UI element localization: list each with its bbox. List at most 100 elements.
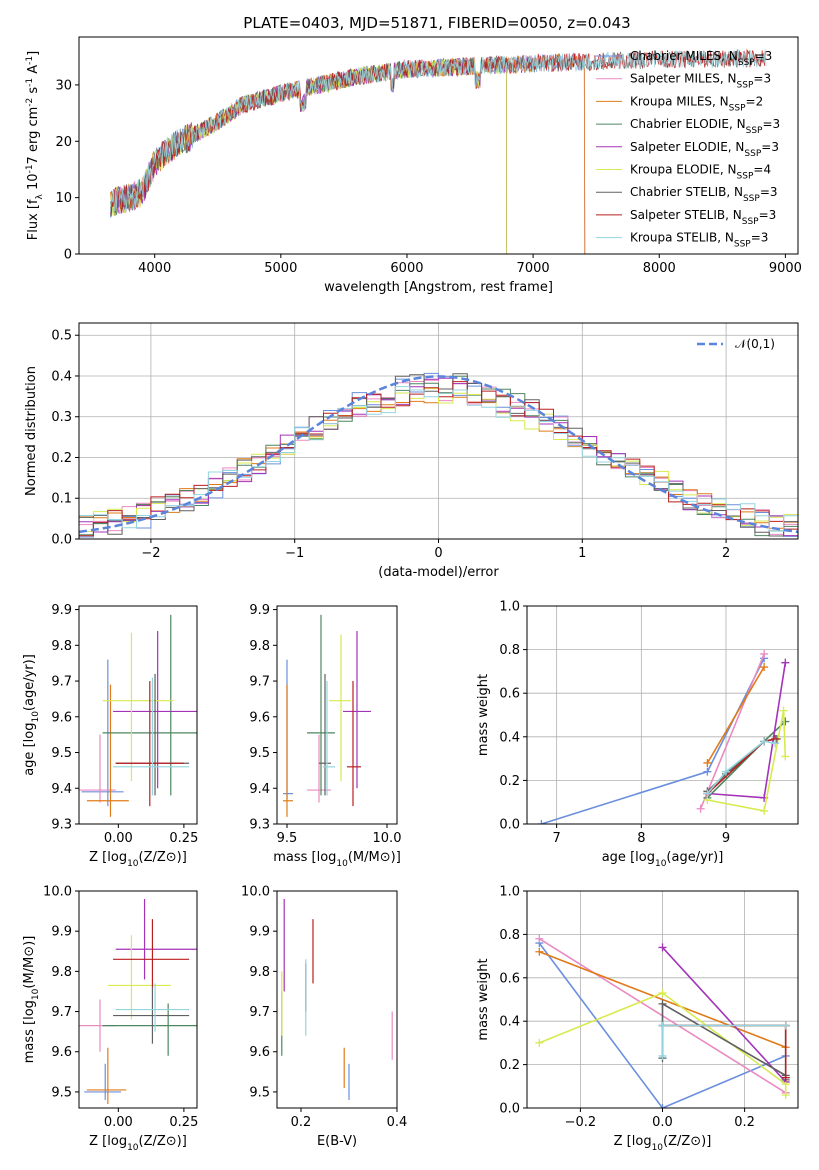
y-tick-label: 9.8 — [51, 965, 72, 980]
series-kroupa-stelib — [658, 1021, 790, 1060]
x-tick-label: 0.2 — [734, 1115, 755, 1130]
errorbar-salpeter-miles — [79, 734, 116, 803]
errorbar-kroupa-stelib — [113, 677, 190, 796]
series-chabrier-stelib — [658, 999, 790, 1080]
y-axis-label: mass weight — [476, 674, 491, 756]
x-tick-label: 1 — [578, 546, 586, 561]
errorbar-chabrier-miles — [84, 1063, 121, 1100]
data-point-marker — [658, 988, 667, 997]
y-tick-label: 0.4 — [499, 1015, 520, 1030]
errorbar-salpeter-stelib — [115, 681, 184, 807]
x-tick-label: 8000 — [643, 261, 676, 276]
y-axis-label: age [log10(age/yr)] — [22, 654, 41, 776]
x-tick-label: 9 — [722, 831, 730, 846]
errorbar-kroupa-elodie — [102, 632, 174, 782]
series-line — [662, 1024, 787, 1080]
series-line — [541, 657, 765, 824]
x-tick-label: 9.5 — [277, 831, 298, 846]
legend-entry: Kroupa MILES, NSSP=2 — [630, 94, 763, 113]
panel-weight-vs-z: −0.2 0.0 0.2 0.0 0.2 0.4 0.6 0.8 1.0 Z [log10(Z/Z… — [476, 885, 799, 1153]
y-tick-label: 0.0 — [499, 818, 520, 833]
errorbar-kroupa-stelib — [323, 681, 335, 796]
y-tick-label: 1.0 — [499, 600, 520, 615]
data-point-marker — [781, 1090, 790, 1099]
panel-age-vs-z: 0.00 0.25 9.3 9.4 9.5 9.6 9.7 9.8 9.9 Z [log10(Z/… — [22, 603, 198, 869]
y-tick-label: 9.7 — [249, 1005, 270, 1020]
plot-area-weight-vs-z — [527, 891, 798, 1108]
y-tick-label: 10 — [55, 191, 72, 206]
y-axis-label: Normed distribution — [24, 366, 39, 496]
y-tick-label: 9.3 — [51, 818, 72, 833]
x-axis-label: Z [log10(Z/Z⊙)] — [614, 1134, 712, 1153]
axes-frame — [78, 890, 198, 1109]
plot-area-residuals — [79, 323, 798, 539]
y-tick-label: 0.1 — [51, 492, 72, 507]
data-point-marker — [771, 739, 780, 748]
y-tick-label: 0.2 — [499, 1058, 520, 1073]
y-tick-label: 9.8 — [51, 639, 72, 654]
errorbar-kroupa-elodie — [329, 634, 351, 782]
data-point-marker — [781, 752, 790, 761]
data-point-marker — [781, 658, 790, 667]
y-tick-label: 9.6 — [51, 710, 72, 725]
x-tick-label: 5000 — [264, 261, 297, 276]
errorbar-chabrier-elodie — [307, 614, 335, 796]
y-tick-label: 9.6 — [249, 710, 270, 725]
x-axis-label: E(B-V) — [317, 1134, 357, 1149]
y-tick-label: 9.4 — [51, 782, 72, 797]
y-tick-label: 9.5 — [51, 746, 72, 761]
y-tick-label: 0.8 — [499, 643, 520, 658]
x-tick-label: 7 — [553, 831, 561, 846]
y-tick-label: 9.7 — [249, 675, 270, 690]
y-tick-label: 9.8 — [249, 639, 270, 654]
data-point-marker — [658, 943, 667, 952]
data-point-marker — [703, 758, 712, 767]
histogram-kroupa-stelib — [79, 386, 798, 532]
plot-area-mass-vs-z — [79, 899, 197, 1104]
y-tick-label: 9.9 — [51, 603, 72, 618]
data-point-marker — [537, 820, 546, 824]
legend-entry: Kroupa ELODIE, NSSP=4 — [630, 163, 771, 182]
plot-area-age-vs-mass — [283, 614, 371, 817]
x-tick-label: −1 — [285, 546, 304, 561]
y-tick-label: 9.3 — [249, 818, 270, 833]
series-line — [706, 666, 765, 764]
figure-title: PLATE=0403, MJD=51871, FIBERID=0050, z=0… — [243, 14, 630, 32]
data-point-marker — [779, 706, 788, 715]
x-tick-label: 9000 — [769, 261, 802, 276]
series-line — [539, 951, 786, 1048]
x-axis-label: (data-model)/error — [378, 565, 499, 580]
data-point-marker — [658, 1104, 667, 1108]
legend-entry: 𝒩(0,1) — [735, 337, 775, 351]
data-point-marker — [703, 767, 712, 776]
panel-age-vs-mass: 9.5 10.0 9.3 9.4 9.5 9.6 9.7 9.8 9.9 mass [log10(… — [249, 603, 401, 869]
legend-entry: Kroupa STELIB, NSSP=3 — [630, 231, 768, 250]
series-line — [538, 942, 787, 1108]
y-axis-label: mass weight — [476, 958, 491, 1040]
plot-area-spectrum — [110, 48, 767, 254]
data-point-marker — [781, 1021, 790, 1030]
legend-entry: Salpeter MILES, NSSP=3 — [630, 72, 771, 91]
errorbar-chabrier-miles — [283, 659, 293, 799]
y-tick-label: 9.9 — [249, 603, 270, 618]
x-tick-label: 0.00 — [104, 1115, 133, 1130]
y-tick-label: 0.3 — [51, 410, 72, 425]
x-tick-label: 10.0 — [373, 831, 402, 846]
data-point-marker — [535, 934, 544, 943]
panel-residuals: 𝒩(0,1) −2 −1 0 1 2 0.0 0.1 0.2 0.3 0.4 0.5 (data-mod… — [24, 322, 799, 580]
y-tick-label: 0.6 — [499, 687, 520, 702]
spectrum-line-kroupa-stelib — [110, 49, 767, 213]
x-tick-label: 6000 — [390, 261, 423, 276]
y-axis-label: mass [log10(M/M⊙)] — [22, 936, 41, 1064]
series-chabrier-elodie — [703, 717, 790, 802]
series-kroupa-miles — [703, 663, 769, 767]
axes-frame — [276, 605, 398, 825]
y-tick-label: 9.4 — [249, 782, 270, 797]
axes-frame — [526, 605, 799, 825]
panel-weight-vs-age: 7 8 9 0.0 0.2 0.4 0.6 0.8 1.0 age [log10(age/yr)]… — [476, 600, 799, 869]
x-tick-label: 0.2 — [291, 1115, 312, 1130]
data-point-marker — [760, 663, 769, 672]
x-tick-label: 0 — [434, 546, 442, 561]
data-point-marker — [658, 999, 667, 1008]
